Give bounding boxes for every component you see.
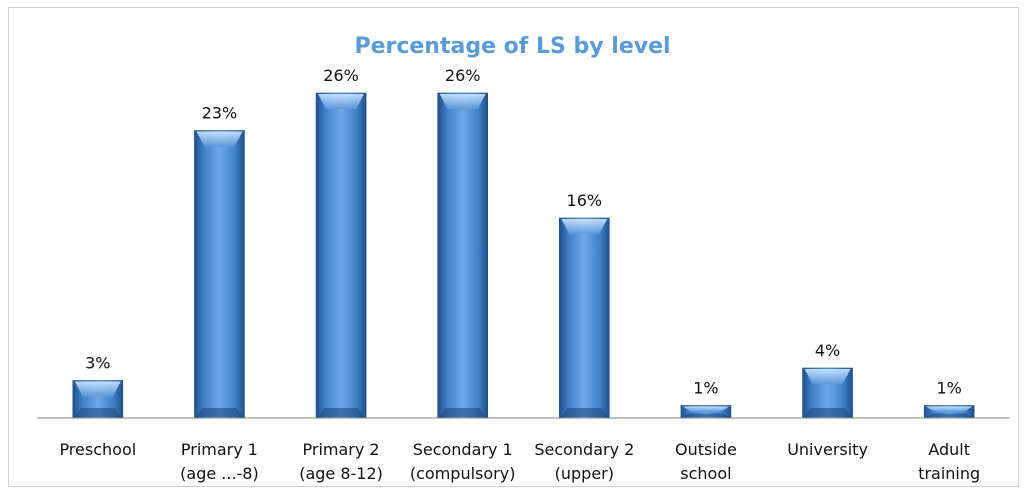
category-label: University [787,440,868,459]
category-label: Outside [675,440,737,459]
bar-5 [559,217,610,419]
data-label: 26% [445,66,481,85]
category-label: (upper) [555,464,614,483]
data-label: 16% [567,191,603,210]
data-label: 1% [936,379,961,398]
bar-bevel [318,94,365,109]
bar-bevel [561,219,608,234]
bar-bevel-bottom [804,408,851,417]
bar-4 [437,92,488,419]
bar-bevel-bottom [926,413,973,417]
bar-bevel [74,381,121,397]
data-label: 23% [202,104,238,123]
bar-bevel-bottom [682,413,729,417]
category-label: Secondary 2 [534,440,634,459]
category-label: Preschool [59,440,136,459]
bar-8 [923,405,975,419]
bar-3 [315,92,367,419]
data-label: 3% [85,354,110,373]
bar-bevel-bottom [561,408,608,417]
bar-bevel-bottom [74,408,121,417]
bar-bevel [439,94,486,109]
bar-body [437,92,488,419]
bar-1 [72,380,124,419]
data-label: 1% [693,379,718,398]
bar-bevel [682,406,729,412]
category-label: Primary 1 [181,440,258,459]
bar-bevel [196,131,243,147]
bar-bevel [926,406,973,412]
category-label: (age 8-12) [299,464,383,483]
bar-bevel-bottom [439,408,486,417]
bar-bevel-bottom [196,408,243,417]
data-label: 26% [323,66,359,85]
category-label: training [918,464,980,483]
bar-body [315,92,367,419]
bar-body [194,130,245,419]
data-label: 4% [815,341,840,360]
bar-2 [194,130,245,419]
bar-6 [680,405,732,419]
category-label: Adult [928,440,970,459]
category-label: school [680,464,731,483]
bar-bevel-bottom [318,408,365,417]
bar-bevel [804,369,851,384]
category-label: (compulsory) [410,464,516,483]
category-label: Primary 2 [303,440,380,459]
bar-body [559,217,610,419]
category-label: (age ...-8) [180,464,259,483]
category-label: Secondary 1 [413,440,513,459]
bar-7 [802,367,853,419]
chart-title: Percentage of LS by level [354,34,671,59]
